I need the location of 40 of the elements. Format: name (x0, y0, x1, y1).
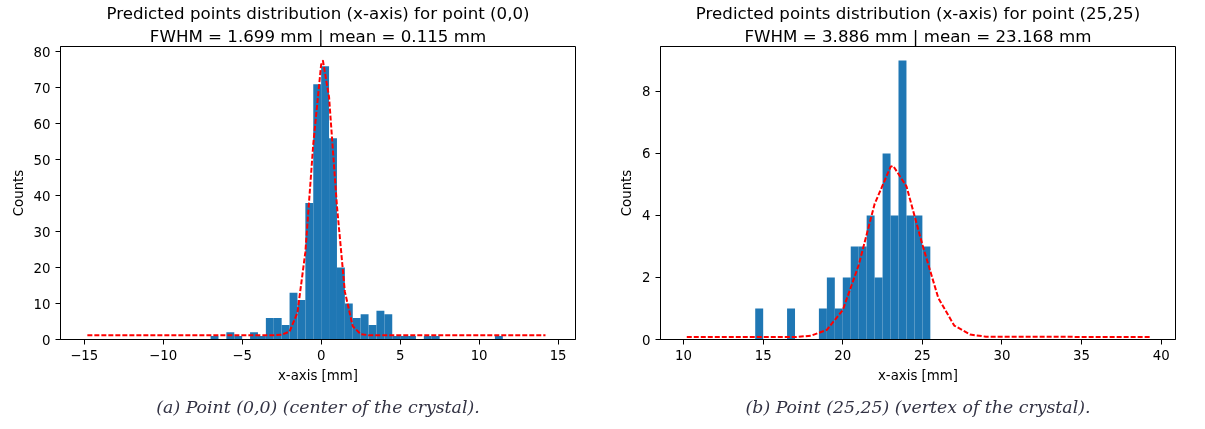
chart-subtitle: FWHM = 1.699 mm | mean = 0.115 mm (149, 26, 487, 46)
y-tick-label: 70 (33, 80, 51, 96)
y-tick-label: 60 (33, 116, 51, 132)
x-tick-label: 25 (913, 347, 931, 363)
y-axis-title: Counts (619, 169, 635, 217)
y-tick-label: 80 (33, 44, 51, 60)
chart-subtitle: FWHM = 3.886 mm | mean = 23.168 mm (744, 26, 1092, 46)
y-tick-label: 2 (642, 270, 651, 286)
text: (b) Point (25,25) (vertex of the crystal). (745, 396, 1091, 417)
x-tick-label: 10 (470, 347, 488, 363)
line-series (685, 164, 1152, 339)
y-tick-label: 40 (33, 188, 51, 204)
x-tick-label: 30 (993, 347, 1011, 363)
y-tick-label: 0 (642, 332, 651, 348)
y-tick-label: 6 (642, 146, 651, 162)
y-tick-label: 0 (42, 332, 51, 348)
x-tick-label: 0 (316, 347, 326, 363)
x-axis-title: x-axis [mm] (878, 367, 959, 383)
y-tick-label: 20 (33, 260, 51, 276)
x-tick-label: 20 (834, 347, 852, 363)
x-tick-label: 35 (1073, 347, 1091, 363)
x-axis-title: x-axis [mm] (278, 367, 359, 383)
x-tick-label: −5 (232, 347, 252, 363)
y-tick-label: 50 (33, 152, 51, 168)
x-tick-label: −15 (70, 347, 99, 363)
x-tick-label: 15 (754, 347, 772, 363)
x-tick-label: 40 (1152, 347, 1170, 363)
y-axis-title: Counts (10, 169, 26, 217)
x-tick-label: 5 (395, 347, 405, 363)
chart-title: Predicted points distribution (x-axis) for point (25,25) (695, 3, 1141, 23)
chart-title: Predicted points distribution (x-axis) for point (0,0) (106, 3, 530, 23)
x-tick-label: −10 (149, 347, 178, 363)
x-tick-label: 10 (675, 347, 693, 363)
y-tick-label: 10 (33, 296, 51, 312)
y-tick-label: 8 (642, 84, 651, 100)
y-tick-label: 4 (642, 208, 651, 224)
line-series (86, 59, 547, 337)
y-tick-label: 30 (33, 224, 51, 240)
text: (a) Point (0,0) (center of the crystal). (156, 396, 480, 417)
x-tick-label: 15 (549, 347, 567, 363)
